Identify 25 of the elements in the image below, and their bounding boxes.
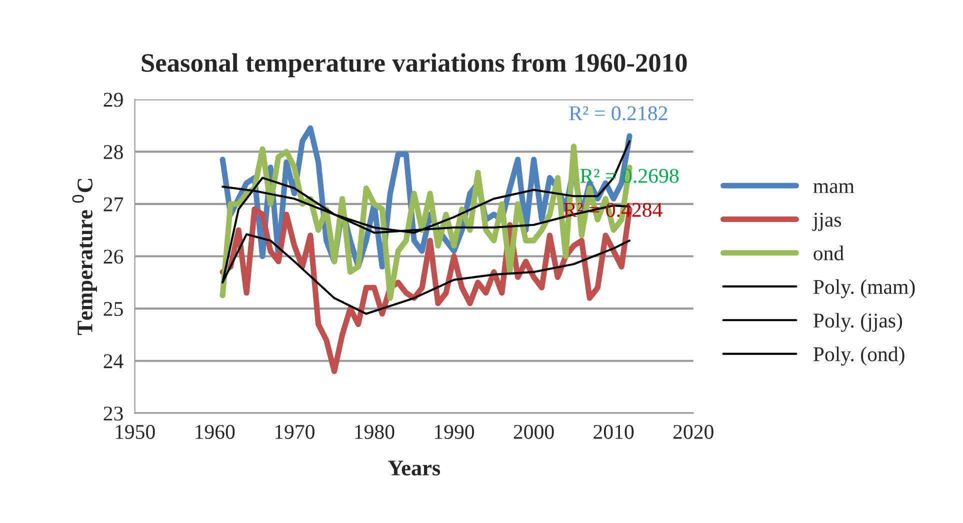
x-tick-label: 1980 bbox=[355, 424, 394, 439]
legend-label: mam bbox=[813, 183, 854, 194]
legend-label: Poly. (ond) bbox=[813, 346, 904, 366]
legend-label: jjas bbox=[812, 212, 842, 231]
x-tick-label: 1970 bbox=[275, 424, 314, 439]
y-tick-label: 27 bbox=[104, 197, 124, 212]
x-tick-label: 2020 bbox=[673, 424, 714, 439]
chart-title: Seasonal temperature variations from 1960-2010 bbox=[142, 53, 687, 78]
y-tick-label: 25 bbox=[104, 302, 123, 316]
y-tick-label: 29 bbox=[104, 92, 123, 107]
x-axis-title: Years bbox=[388, 460, 440, 476]
x-tick-label: 1950 bbox=[116, 424, 155, 439]
legend-label: ond bbox=[814, 246, 844, 260]
y-tick-label: 23 bbox=[104, 406, 123, 421]
legend-label: Poly. (mam) bbox=[813, 279, 915, 298]
x-tick-label: 2000 bbox=[514, 424, 554, 439]
y-tick-label: 26 bbox=[104, 250, 124, 264]
y-tick-label: 28 bbox=[104, 145, 123, 160]
x-tick-label: 1990 bbox=[434, 424, 474, 439]
y-tick-label: 24 bbox=[104, 354, 124, 368]
x-tick-label: 2010 bbox=[594, 424, 634, 439]
annotation: R² = 0.2182 bbox=[569, 106, 668, 120]
y-axis-title: Temperature $^{0}$C bbox=[72, 178, 97, 336]
x-tick-label: 1960 bbox=[196, 424, 235, 439]
legend-label: Poly. (jjas) bbox=[813, 312, 902, 332]
